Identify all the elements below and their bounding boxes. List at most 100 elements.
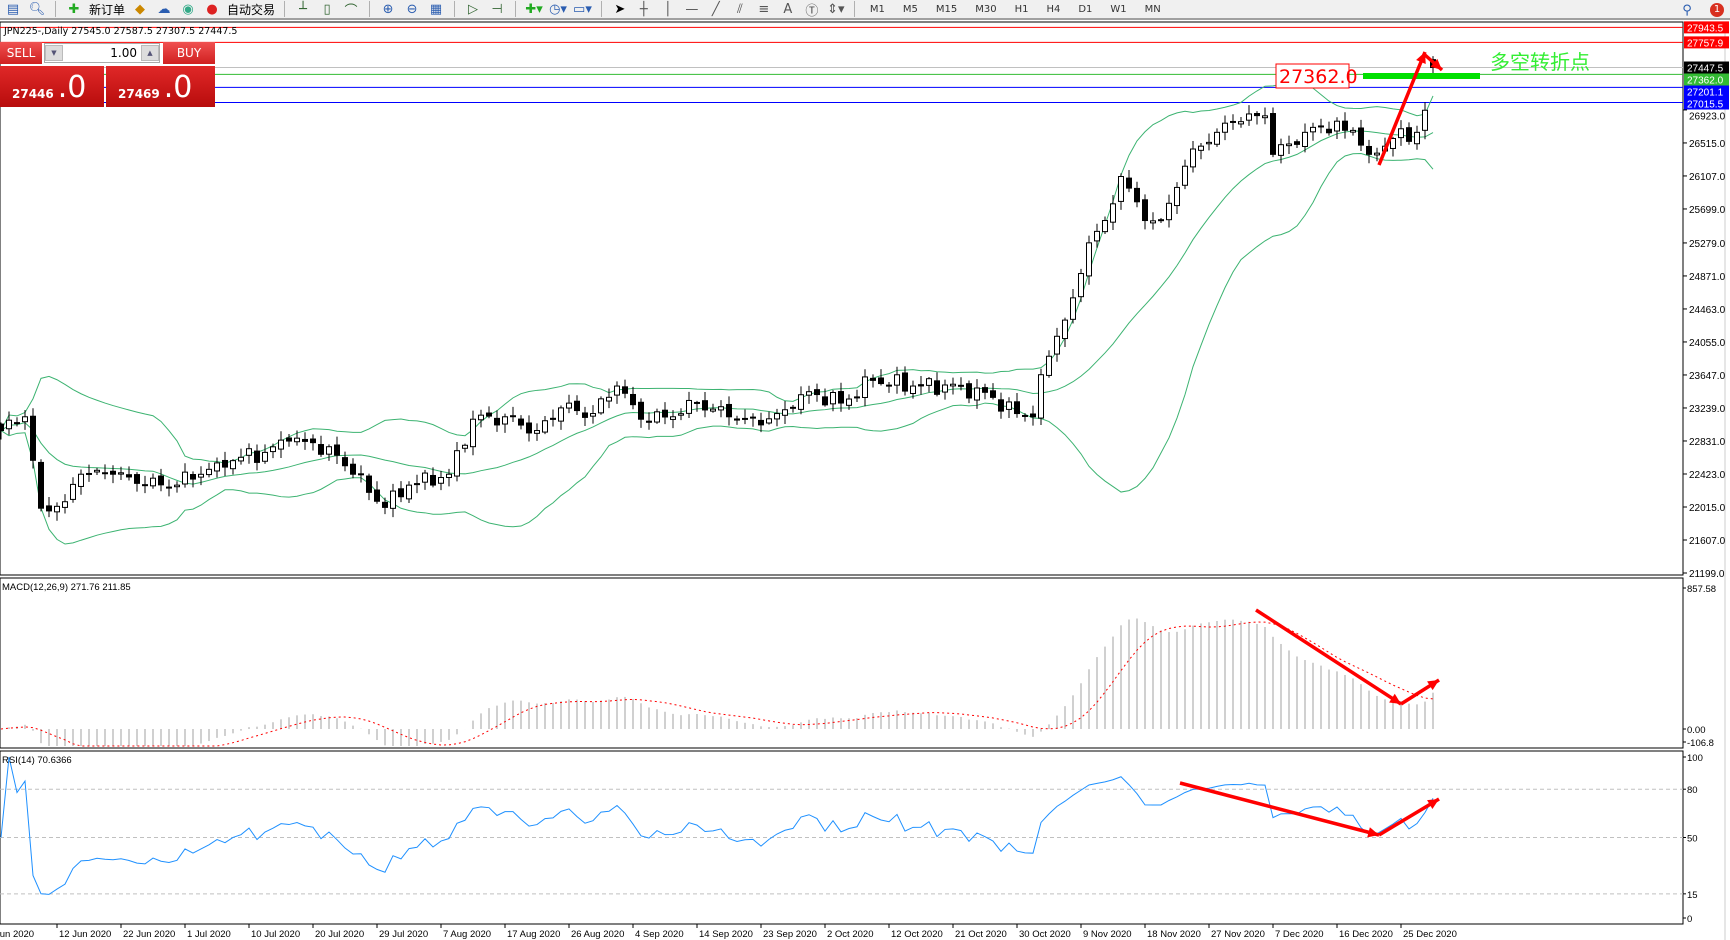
- candle-body: [1150, 220, 1156, 224]
- buy-price: 27469: [118, 87, 160, 101]
- candle-body: [110, 470, 116, 475]
- candle-body: [966, 383, 972, 399]
- timeframe-m30[interactable]: M30: [975, 3, 997, 15]
- candle: [1414, 125, 1420, 150]
- sell-button[interactable]: SELL: [0, 42, 42, 64]
- candle: [942, 379, 948, 400]
- crosshair-icon[interactable]: ┼: [639, 1, 648, 17]
- indicators-icon[interactable]: ✚▾: [525, 1, 543, 17]
- zoom-out-icon[interactable]: ⊖: [406, 1, 418, 17]
- lot-decrease-icon[interactable]: ▼: [45, 45, 63, 61]
- candle-body: [486, 412, 492, 417]
- lot-increase-icon[interactable]: ▲: [141, 45, 159, 61]
- candle: [798, 386, 804, 415]
- candlestick-icon[interactable]: ▯: [323, 1, 331, 17]
- equidistant-channel-icon[interactable]: ⫽: [736, 1, 743, 17]
- auto-trading-icon[interactable]: ●: [206, 1, 218, 17]
- zoom-search-icon[interactable]: 🔍︎: [28, 1, 46, 17]
- candle-body: [1278, 144, 1284, 156]
- timeframe-h4[interactable]: H4: [1046, 3, 1061, 15]
- candle: [1182, 159, 1188, 190]
- lot-size-stepper[interactable]: ▼ 1.00 ▲: [44, 43, 160, 63]
- candle-body: [734, 418, 740, 421]
- arrow-shaft: [1378, 797, 1440, 837]
- timeframe-m15[interactable]: M15: [935, 3, 958, 15]
- templates-icon[interactable]: ▭▾: [573, 1, 592, 17]
- autoscroll-icon[interactable]: ▷: [468, 1, 479, 17]
- periods-icon[interactable]: ◷▾: [549, 1, 567, 17]
- time-tick-label: 12 Jun 2020: [59, 929, 111, 940]
- chart-shift-icon[interactable]: ⊣: [491, 1, 503, 17]
- candle: [334, 436, 340, 465]
- candle: [414, 474, 420, 494]
- line-chart-icon[interactable]: ⌒: [344, 3, 358, 19]
- cursor-icon[interactable]: ➤: [614, 1, 626, 17]
- candle: [1326, 121, 1332, 136]
- candle-body: [478, 414, 484, 421]
- signals-icon[interactable]: ◉: [182, 1, 194, 17]
- timeframe-m5[interactable]: M5: [902, 3, 918, 15]
- candle-body: [790, 406, 796, 409]
- candle: [230, 459, 236, 475]
- bar-chart-icon[interactable]: ┴: [299, 1, 307, 17]
- candle-body: [54, 505, 60, 513]
- arrows-icon[interactable]: ⇕▾: [827, 1, 845, 17]
- market-watch-icon[interactable]: ◆: [135, 1, 146, 17]
- candle: [862, 369, 868, 407]
- candle: [550, 409, 556, 427]
- auto-trading-button[interactable]: 自动交易: [227, 2, 276, 17]
- buy-price-box[interactable]: 27469 .0: [106, 66, 215, 107]
- candle: [534, 423, 540, 441]
- candle: [990, 383, 996, 400]
- candle-body: [934, 380, 940, 395]
- search-icon[interactable]: ⚲: [1682, 2, 1692, 18]
- new-order-button[interactable]: 新订单: [89, 2, 126, 17]
- candle: [222, 451, 228, 476]
- candle: [670, 410, 676, 429]
- vertical-line-icon[interactable]: │: [663, 1, 672, 17]
- candle-body: [710, 408, 716, 412]
- text-icon[interactable]: A: [783, 1, 793, 17]
- timeframe-w1[interactable]: W1: [1110, 3, 1127, 15]
- notification-badge[interactable]: 1: [1710, 3, 1724, 17]
- navigator-icon[interactable]: ☁: [157, 1, 171, 17]
- timeframe-d1[interactable]: D1: [1078, 3, 1093, 15]
- lot-size-input[interactable]: 1.00: [110, 46, 137, 60]
- candle-body: [62, 501, 68, 508]
- candle-body: [910, 385, 916, 394]
- time-tick-label: 16 Dec 2020: [1339, 929, 1393, 940]
- candle: [574, 395, 580, 416]
- timeframe-h1[interactable]: H1: [1014, 3, 1029, 15]
- price-label-bg: [1684, 61, 1729, 74]
- horizontal-line-icon[interactable]: —: [685, 1, 699, 17]
- sell-price-box[interactable]: 27446 .0: [0, 66, 104, 107]
- candle-body: [846, 398, 852, 406]
- candle: [406, 481, 412, 503]
- timeframe-mn[interactable]: MN: [1144, 3, 1161, 15]
- timeframe-m1[interactable]: M1: [869, 3, 885, 15]
- candle-body: [350, 463, 356, 475]
- candle: [630, 386, 636, 410]
- macd-down-arrow: [1255, 608, 1402, 706]
- buy-button[interactable]: BUY: [163, 42, 215, 64]
- arrow-head: [1430, 58, 1442, 70]
- text-label-icon[interactable]: Ⓣ: [805, 3, 819, 19]
- candle-body: [750, 416, 756, 419]
- price-tick-label: 24871.0: [1689, 272, 1726, 283]
- candle-body: [198, 473, 204, 478]
- candle-body: [726, 403, 732, 418]
- zoom-in-icon[interactable]: ⊕: [382, 1, 394, 17]
- fibonacci-icon[interactable]: ≡: [758, 1, 770, 17]
- candle: [1222, 115, 1228, 141]
- tile-windows-icon[interactable]: ▦: [429, 1, 443, 17]
- candle: [1398, 120, 1404, 146]
- new-order-icon[interactable]: ✚: [68, 1, 80, 17]
- candle: [206, 462, 212, 478]
- trendline-icon[interactable]: ╱: [711, 1, 720, 17]
- candle-body: [46, 505, 52, 512]
- candle-body: [1142, 199, 1148, 222]
- document-icon[interactable]: ▤: [6, 1, 20, 17]
- candle: [1342, 112, 1348, 139]
- candle-body: [1038, 374, 1044, 419]
